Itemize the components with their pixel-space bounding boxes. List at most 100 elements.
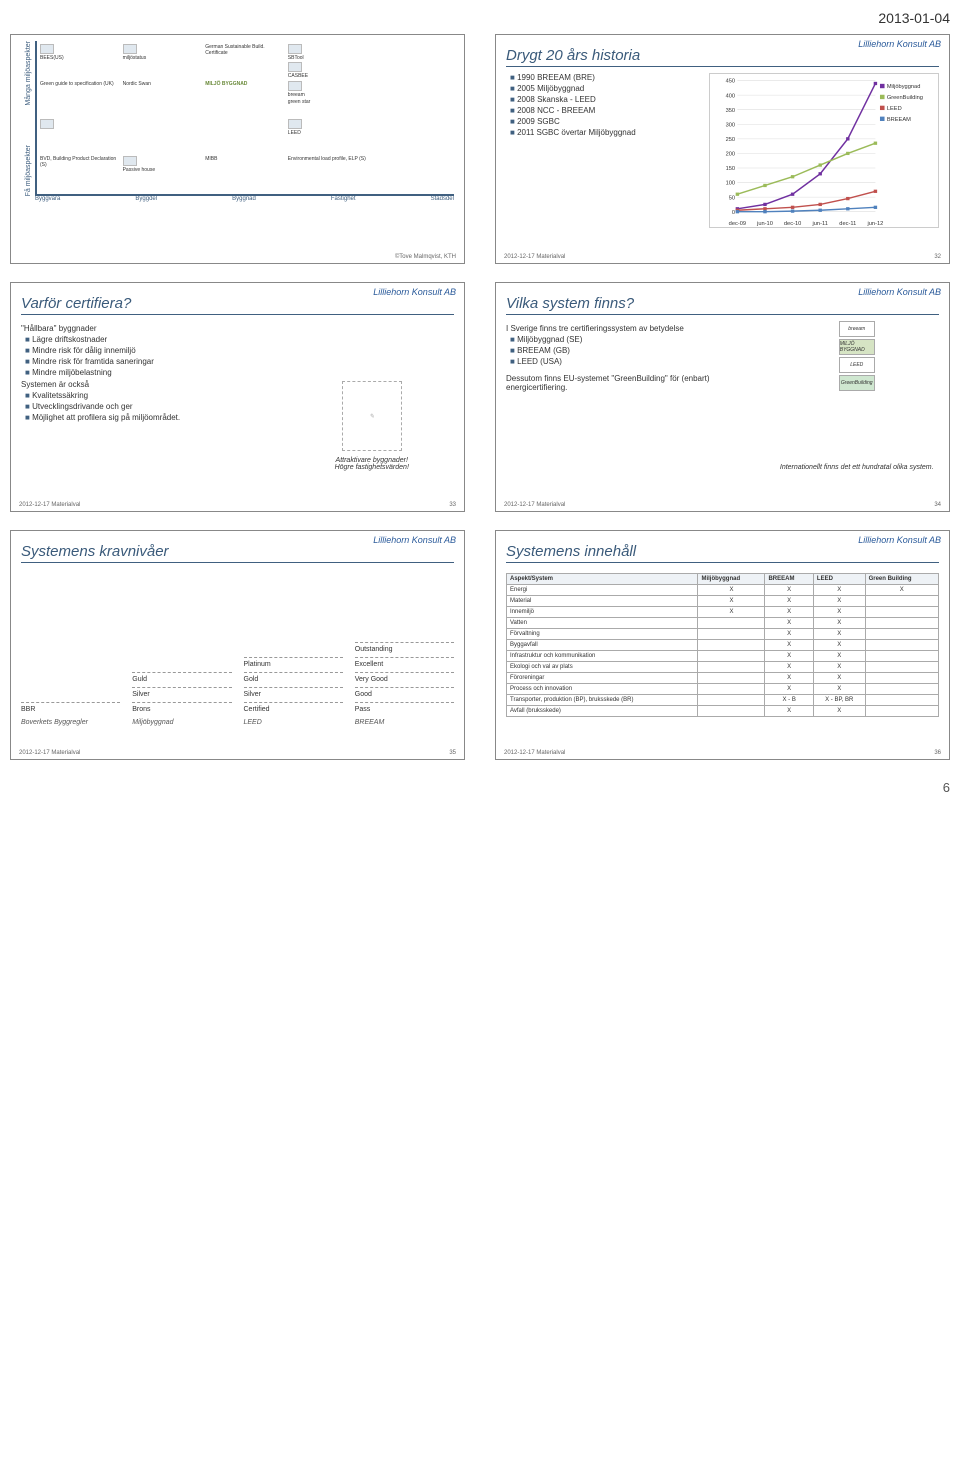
list-item: BREEAM (GB) xyxy=(510,346,766,355)
table-cell: Material xyxy=(507,596,698,607)
slide-1: Många miljöaspekter Få miljöaspekter BEE… xyxy=(10,34,465,264)
table-cell xyxy=(698,684,765,695)
page-date: 2013-01-04 xyxy=(10,10,950,26)
yaxis-bottom-label: Få miljöaspekter xyxy=(25,145,32,196)
table-cell xyxy=(698,640,765,651)
table-cell xyxy=(698,629,765,640)
svg-text:150: 150 xyxy=(725,166,735,172)
slide-4: Lilliehorn Konsult AB Vilka system finns… xyxy=(495,282,950,512)
system-table: Aspekt/SystemMiljöbyggnadBREEAMLEEDGreen… xyxy=(506,573,939,717)
table-cell: X xyxy=(698,607,765,618)
svg-text:200: 200 xyxy=(725,152,735,158)
matrix-cell: Green guide to specification (UK) xyxy=(40,81,121,116)
list-item: 2011 SGBC övertar Miljöbyggnad xyxy=(510,128,701,137)
level-column: CertifiedSilverGoldPlatinum xyxy=(244,657,343,713)
table-cell: X xyxy=(765,618,813,629)
level-column: BBR xyxy=(21,702,120,713)
slide-5: Lilliehorn Konsult AB Systemens kravnivå… xyxy=(10,530,465,760)
badge-stack: breeam MILJÖ BYGGNAD LEED GreenBuilding xyxy=(839,321,875,391)
history-list: 1990 BREEAM (BRE) 2005 Miljöbyggnad 2008… xyxy=(506,73,701,137)
svg-text:250: 250 xyxy=(725,137,735,143)
matrix-cell: breeamgreen star xyxy=(288,81,369,116)
list-item: 2005 Miljöbyggnad xyxy=(510,84,701,93)
list-item: 2008 NCC - BREEAM xyxy=(510,106,701,115)
list-item: Kvalitetssäkring xyxy=(25,391,281,400)
x-axis: Byggvara Byggdel Byggnad Fastighet Stads… xyxy=(35,196,454,202)
table-cell xyxy=(865,629,938,640)
table-row: FörvaltningXX xyxy=(507,629,939,640)
table-header: Aspekt/System xyxy=(507,574,698,585)
table-cell xyxy=(865,640,938,651)
table-cell xyxy=(698,673,765,684)
level-item: Outstanding xyxy=(355,642,454,653)
svg-text:400: 400 xyxy=(725,93,735,99)
table-row: VattenXX xyxy=(507,618,939,629)
table-cell: X xyxy=(765,640,813,651)
table-cell: Ekologi och val av plats xyxy=(507,662,698,673)
caption: Internationellt finns det ett hundratal … xyxy=(780,464,934,471)
svg-text:jun-12: jun-12 xyxy=(866,221,883,227)
table-cell xyxy=(865,651,938,662)
level-item: Silver xyxy=(132,687,231,698)
history-chart: 050100150200250300350400450dec-09jun-10d… xyxy=(709,73,939,228)
table-cell: X xyxy=(865,585,938,596)
svg-text:GreenBuilding: GreenBuilding xyxy=(887,95,923,101)
table-cell: X xyxy=(813,585,865,596)
benefits-list: Lägre driftskostnader Mindre risk för då… xyxy=(21,335,281,377)
table-row: FöroreningarXX xyxy=(507,673,939,684)
table-cell: X xyxy=(765,706,813,717)
table-row: Avfall (bruksskede)XX xyxy=(507,706,939,717)
table-cell: X xyxy=(698,585,765,596)
footer-page-no: 32 xyxy=(934,254,941,260)
matrix-cell xyxy=(40,119,121,154)
table-header: Green Building xyxy=(865,574,938,585)
table-cell xyxy=(865,596,938,607)
level-column: BronsSilverGuld xyxy=(132,672,231,713)
badge: MILJÖ BYGGNAD xyxy=(839,339,875,355)
level-item: Silver xyxy=(244,687,343,698)
table-cell: X xyxy=(813,662,865,673)
table-cell: X xyxy=(813,651,865,662)
footer-page-no: 35 xyxy=(449,750,456,756)
table-cell xyxy=(698,662,765,673)
matrix-cell: MIBB xyxy=(205,156,286,191)
table-cell: X xyxy=(813,673,865,684)
table-cell xyxy=(865,706,938,717)
table-row: Transporter, produktion (BP), bruksskede… xyxy=(507,695,939,706)
table-cell xyxy=(698,706,765,717)
table-cell: X - BP, BR xyxy=(813,695,865,706)
matrix-cell: Passive house xyxy=(123,156,204,191)
matrix-cell: BEES(US) xyxy=(40,44,121,79)
table-cell xyxy=(698,618,765,629)
svg-text:450: 450 xyxy=(725,79,735,85)
subheading: "Hållbara" byggnader xyxy=(21,324,281,333)
footer-left: 2012-12-17 Materialval xyxy=(504,502,565,508)
level-item: Good xyxy=(355,687,454,698)
table-cell: Vatten xyxy=(507,618,698,629)
table-cell xyxy=(865,618,938,629)
matrix-cell: MILJÖ BYGGNAD xyxy=(205,81,286,116)
badge: LEED xyxy=(839,357,875,373)
table-cell: Transporter, produktion (BP), bruksskede… xyxy=(507,695,698,706)
svg-text:LEED: LEED xyxy=(887,106,902,112)
footer-page-no: 33 xyxy=(449,502,456,508)
list-item: LEED (USA) xyxy=(510,357,766,366)
table-cell: X xyxy=(813,640,865,651)
brand-label: Lilliehorn Konsult AB xyxy=(858,287,941,297)
table-header: BREEAM xyxy=(765,574,813,585)
list-item: 2009 SGBC xyxy=(510,117,701,126)
table-cell: X xyxy=(765,585,813,596)
svg-text:Miljöbyggnad: Miljöbyggnad xyxy=(887,84,921,90)
matrix-cell: Nordic Swan xyxy=(123,81,204,116)
table-row: InnemiljöXXX xyxy=(507,607,939,618)
paragraph: Dessutom finns EU-systemet "GreenBuildin… xyxy=(506,374,766,392)
slide-2: Lilliehorn Konsult AB Drygt 20 års histo… xyxy=(495,34,950,264)
level-column: PassGoodVery GoodExcellentOutstanding xyxy=(355,642,454,713)
list-item: Lägre driftskostnader xyxy=(25,335,281,344)
y-axis: Många miljöaspekter Få miljöaspekter xyxy=(21,41,35,196)
brand-label: Lilliehorn Konsult AB xyxy=(858,535,941,545)
badge: GreenBuilding xyxy=(839,375,875,391)
level-item: Platinum xyxy=(244,657,343,668)
table-cell: Förvaltning xyxy=(507,629,698,640)
table-cell xyxy=(698,695,765,706)
